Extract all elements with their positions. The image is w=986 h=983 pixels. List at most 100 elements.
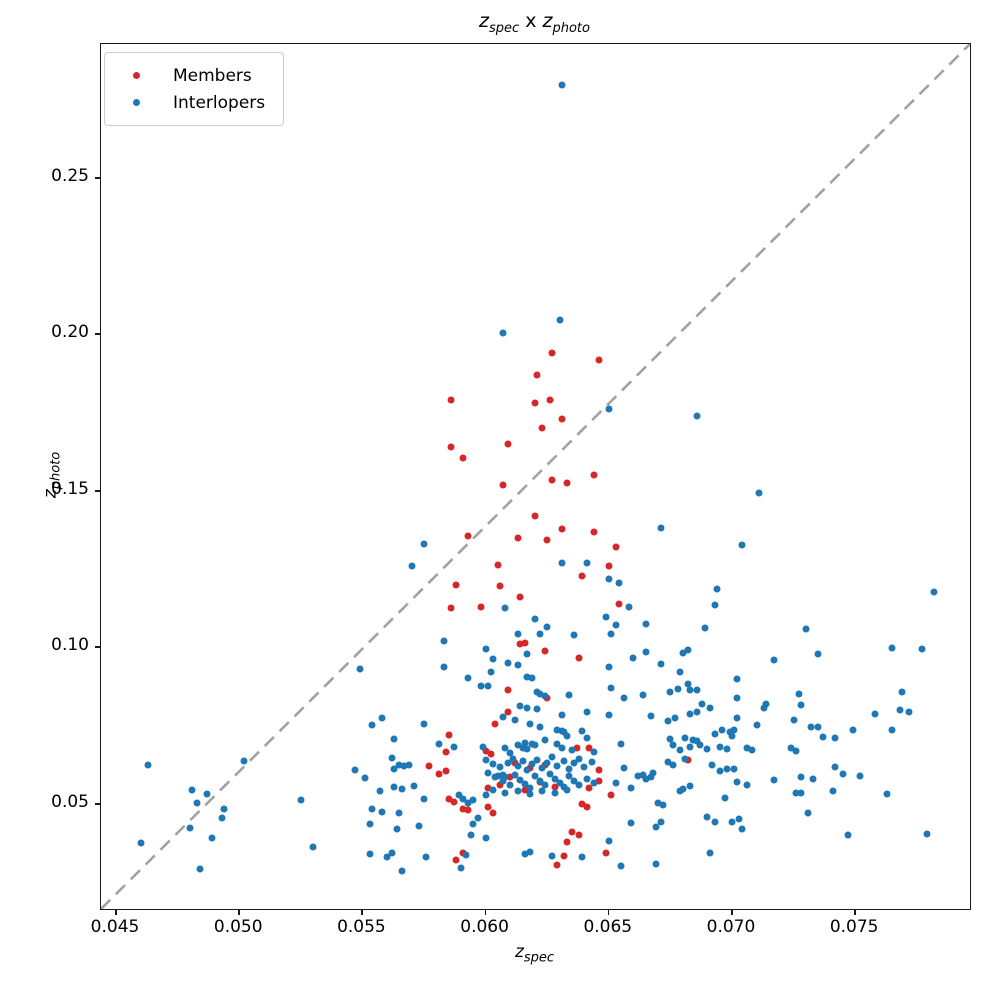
scatter-point-interlopers xyxy=(459,795,467,803)
scatter-point-members xyxy=(447,396,455,404)
scatter-point-interlopers xyxy=(639,691,647,699)
scatter-point-interlopers xyxy=(548,753,556,761)
scatter-point-interlopers xyxy=(730,726,738,734)
scatter-point-members xyxy=(499,481,507,489)
scatter-point-interlopers xyxy=(871,710,879,718)
scatter-point-interlopers xyxy=(531,772,539,780)
scatter-point-interlopers xyxy=(558,744,566,752)
scatter-point-interlopers xyxy=(533,705,541,713)
scatter-point-interlopers xyxy=(499,777,507,785)
scatter-point-interlopers xyxy=(711,601,719,609)
scatter-point-interlopers xyxy=(482,756,490,764)
scatter-point-interlopers xyxy=(410,782,418,790)
scatter-point-interlopers xyxy=(605,405,613,413)
scatter-point-members xyxy=(551,783,559,791)
scatter-point-interlopers xyxy=(474,814,482,822)
scatter-point-interlopers xyxy=(686,710,694,718)
scatter-point-interlopers xyxy=(388,754,396,762)
scatter-point-interlopers xyxy=(728,732,736,740)
scatter-point-interlopers xyxy=(669,741,677,749)
scatter-point-members xyxy=(504,708,512,716)
scatter-point-interlopers xyxy=(706,704,714,712)
scatter-point-interlopers xyxy=(605,663,613,671)
scatter-point-interlopers xyxy=(664,758,672,766)
x-tick-label: 0.045 xyxy=(90,917,140,937)
scatter-point-interlopers xyxy=(514,661,522,669)
scatter-point-interlopers xyxy=(698,700,706,708)
scatter-point-members xyxy=(595,356,603,364)
scatter-point-members xyxy=(568,828,576,836)
scatter-point-interlopers xyxy=(905,708,913,716)
scatter-point-interlopers xyxy=(607,630,615,638)
scatter-point-interlopers xyxy=(536,723,544,731)
scatter-point-interlopers xyxy=(469,820,477,828)
scatter-point-interlopers xyxy=(590,748,598,756)
scatter-point-members xyxy=(578,800,586,808)
x-tick-label: 0.050 xyxy=(213,917,263,937)
scatter-point-interlopers xyxy=(923,830,931,838)
scatter-point-interlopers xyxy=(686,743,694,751)
scatter-point-interlopers xyxy=(686,782,694,790)
scatter-point-members xyxy=(607,791,615,799)
scatter-point-interlopers xyxy=(526,848,534,856)
scatter-point-interlopers xyxy=(627,784,635,792)
reference-line-layer xyxy=(101,44,970,909)
scatter-point-interlopers xyxy=(368,805,376,813)
scatter-point-interlopers xyxy=(578,727,586,735)
scatter-point-interlopers xyxy=(378,714,386,722)
scatter-point-interlopers xyxy=(918,645,926,653)
scatter-point-interlopers xyxy=(240,757,248,765)
scatter-point-interlopers xyxy=(770,776,778,784)
scatter-point-interlopers xyxy=(657,818,665,826)
scatter-point-interlopers xyxy=(556,779,564,787)
scatter-point-interlopers xyxy=(479,743,487,751)
scatter-point-members xyxy=(506,773,514,781)
scatter-point-members xyxy=(612,543,620,551)
scatter-point-interlopers xyxy=(551,789,559,797)
scatter-point-interlopers xyxy=(590,779,598,787)
scatter-point-interlopers xyxy=(580,763,588,771)
scatter-point-members xyxy=(491,720,499,728)
x-tick-label: 0.070 xyxy=(706,917,756,937)
scatter-point-interlopers xyxy=(733,675,741,683)
scatter-point-interlopers xyxy=(220,805,228,813)
scatter-point-interlopers xyxy=(570,631,578,639)
scatter-point-interlopers xyxy=(814,650,822,658)
scatter-point-interlopers xyxy=(565,772,573,780)
scatter-point-interlopers xyxy=(718,726,726,734)
scatter-point-interlopers xyxy=(504,759,512,767)
scatter-point-members xyxy=(464,806,472,814)
scatter-point-interlopers xyxy=(366,820,374,828)
y-tick-label: 0.25 xyxy=(51,165,89,186)
scatter-point-interlopers xyxy=(792,747,800,755)
scatter-point-interlopers xyxy=(506,781,514,789)
scatter-point-interlopers xyxy=(526,790,534,798)
scatter-point-members xyxy=(585,744,593,752)
y-axis-label-sub: photo xyxy=(48,451,64,490)
scatter-point-interlopers xyxy=(679,649,687,657)
scatter-point-members xyxy=(447,443,455,451)
scatter-point-interlopers xyxy=(733,778,741,786)
scatter-point-interlopers xyxy=(521,850,529,858)
scatter-point-interlopers xyxy=(558,711,566,719)
scatter-point-interlopers xyxy=(450,743,458,751)
scatter-point-interlopers xyxy=(844,831,852,839)
scatter-point-interlopers xyxy=(671,714,679,722)
scatter-point-members xyxy=(459,805,467,813)
scatter-point-interlopers xyxy=(464,799,472,807)
scatter-point-interlopers xyxy=(489,786,497,794)
scatter-point-members xyxy=(464,532,472,540)
scatter-point-interlopers xyxy=(563,786,571,794)
scatter-point-interlopers xyxy=(521,780,529,788)
scatter-point-interlopers xyxy=(440,637,448,645)
scatter-point-interlopers xyxy=(829,787,837,795)
scatter-point-interlopers xyxy=(543,623,551,631)
scatter-point-interlopers xyxy=(583,559,591,567)
scatter-point-interlopers xyxy=(605,837,613,845)
scatter-point-members xyxy=(496,781,504,789)
scatter-point-interlopers xyxy=(378,808,386,816)
scatter-point-members xyxy=(563,838,571,846)
scatter-point-interlopers xyxy=(657,660,665,668)
title-sub1: spec xyxy=(489,20,520,36)
scatter-point-interlopers xyxy=(602,613,610,621)
